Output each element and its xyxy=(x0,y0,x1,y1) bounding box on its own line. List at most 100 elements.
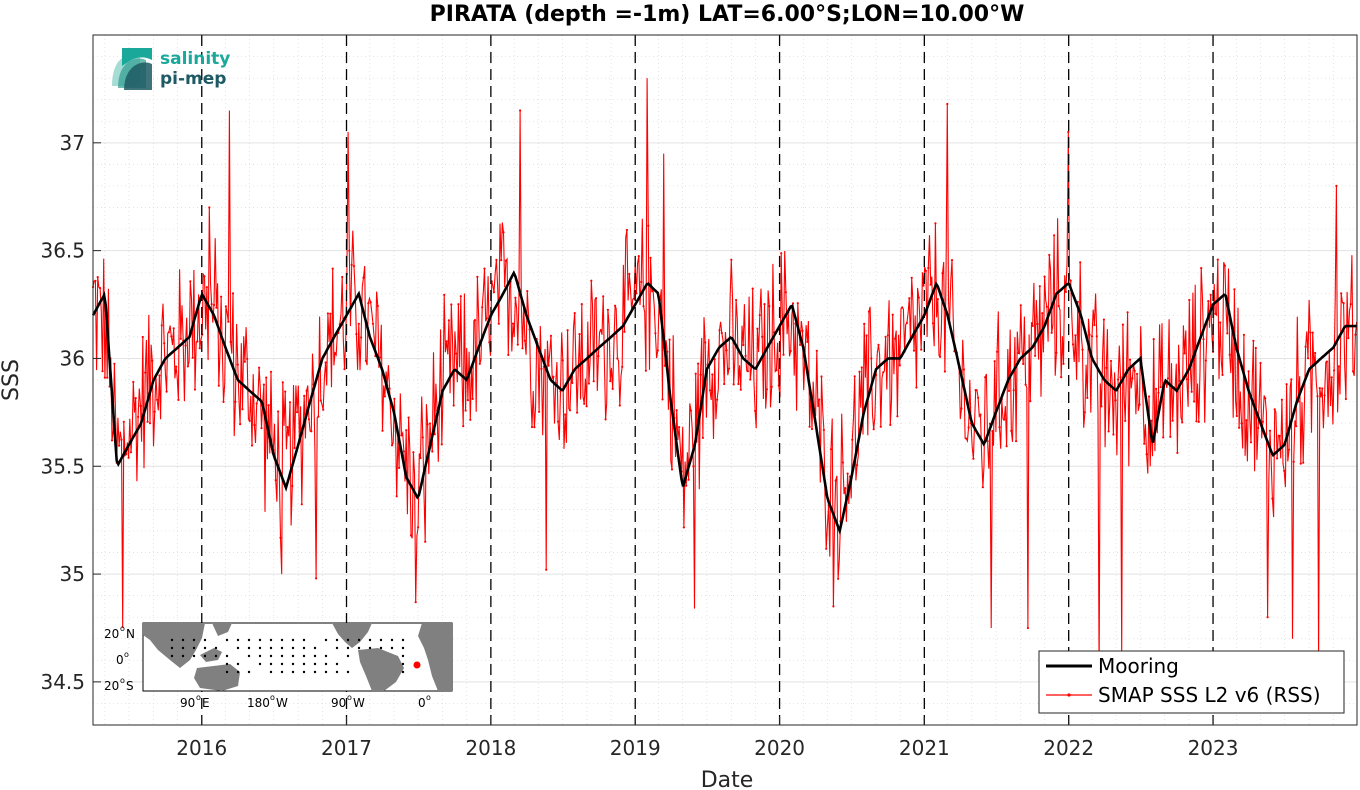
smap-data-point xyxy=(689,409,693,412)
map-lon-90w-hem: W xyxy=(353,696,365,710)
map-buoy-dot xyxy=(324,638,328,642)
smap-data-point xyxy=(1292,460,1295,463)
map-lon-180w-value: 180 xyxy=(247,696,270,710)
smap-data-point xyxy=(1138,403,1141,406)
smap-data-point xyxy=(661,398,664,401)
smap-data-point xyxy=(357,322,360,325)
smap-data-point xyxy=(488,341,491,344)
smap-data-point xyxy=(604,418,607,421)
map-buoy-dot xyxy=(203,654,207,658)
smap-data-point xyxy=(808,425,811,428)
smap-data-point xyxy=(640,280,643,284)
smap-data-point xyxy=(606,308,610,311)
smap-data-point xyxy=(255,402,258,405)
smap-data-point xyxy=(1038,285,1041,288)
smap-data-point xyxy=(158,374,161,377)
map-lat-20s-value: 20 xyxy=(104,679,119,693)
map-lat-20n-deg: o xyxy=(120,624,125,633)
smap-data-point xyxy=(103,376,106,379)
map-buoy-dot xyxy=(269,654,273,658)
smap-data-point xyxy=(573,312,576,315)
smap-data-point xyxy=(1354,333,1357,336)
map-buoy-dot xyxy=(258,662,262,666)
smap-data-point xyxy=(371,322,375,325)
map-buoy-dot xyxy=(346,654,350,658)
map-buoy-dot xyxy=(291,670,295,674)
map-buoy-dot xyxy=(181,638,185,642)
smap-data-point xyxy=(566,329,569,332)
smap-data-point xyxy=(1290,378,1293,381)
smap-data-point xyxy=(1022,362,1025,365)
smap-data-point xyxy=(191,356,194,359)
map-buoy-dot xyxy=(192,654,196,658)
map-buoy-dot xyxy=(214,646,218,650)
smap-data-point xyxy=(742,343,745,347)
smap-data-point xyxy=(599,329,602,332)
smap-data-point xyxy=(557,420,560,423)
smap-data-point xyxy=(523,339,527,342)
smap-data-point xyxy=(1147,395,1151,398)
map-buoy-dot xyxy=(225,670,229,674)
x-tick-label: 2017 xyxy=(321,736,372,760)
smap-data-point xyxy=(234,400,237,403)
map-buoy-dot xyxy=(280,638,284,642)
map-buoy-dot xyxy=(291,662,295,666)
smap-data-point xyxy=(1235,414,1238,418)
salinity-pi-mep-logo: salinity pi-mep xyxy=(112,48,230,90)
map-lat-20n-hem: N xyxy=(126,627,135,641)
smap-data-point xyxy=(716,398,719,401)
smap-data-point xyxy=(224,305,227,308)
smap-data-point xyxy=(504,259,507,262)
smap-data-point xyxy=(720,331,723,335)
smap-data-point xyxy=(246,357,249,360)
smap-data-point xyxy=(561,359,564,362)
smap-data-point xyxy=(1010,429,1013,432)
smap-data-point xyxy=(101,370,104,373)
map-buoy-dot xyxy=(368,638,372,642)
smap-data-point xyxy=(1221,373,1224,376)
smap-data-point xyxy=(281,381,284,384)
x-tick-label: 2021 xyxy=(899,736,950,760)
smap-data-point xyxy=(711,373,714,376)
smap-data-point xyxy=(754,409,757,412)
smap-data-point xyxy=(1017,351,1020,355)
smap-data-point xyxy=(414,601,417,604)
smap-data-point xyxy=(113,362,116,365)
smap-data-point xyxy=(732,383,735,386)
smap-data-point xyxy=(578,333,581,336)
map-buoy-dot xyxy=(203,638,207,642)
smap-data-point xyxy=(756,327,759,330)
smap-data-point xyxy=(872,428,875,431)
legend-mooring-label: Mooring xyxy=(1098,654,1179,678)
smap-data-point xyxy=(409,534,413,537)
smap-data-point xyxy=(583,402,586,405)
smap-data-point xyxy=(381,429,384,432)
smap-data-point xyxy=(730,258,733,261)
smap-data-point xyxy=(132,380,135,384)
smap-data-point xyxy=(1223,264,1226,267)
map-buoy-dot xyxy=(181,654,185,658)
smap-data-point xyxy=(502,231,505,234)
smap-data-point xyxy=(590,279,593,282)
smap-series-line xyxy=(92,78,1358,678)
smap-data-point xyxy=(390,444,394,447)
smap-data-point xyxy=(1257,426,1260,430)
smap-data-point xyxy=(765,388,769,391)
smap-data-point xyxy=(784,291,788,294)
smap-data-point xyxy=(293,446,296,450)
map-buoy-dot xyxy=(291,646,295,650)
smap-data-point xyxy=(642,305,645,308)
smap-data-point xyxy=(239,423,242,426)
smap-data-point xyxy=(810,427,814,431)
smap-data-point xyxy=(300,503,303,506)
smap-data-point xyxy=(393,397,396,400)
smap-data-point xyxy=(331,267,334,270)
smap-data-point xyxy=(967,426,970,429)
smap-data-point xyxy=(704,341,707,344)
smap-data-point xyxy=(165,390,168,393)
smap-data-point xyxy=(533,426,536,429)
map-buoy-dot xyxy=(302,670,306,674)
smap-data-point xyxy=(568,409,572,412)
smap-data-point xyxy=(457,303,460,306)
smap-data-point xyxy=(160,324,163,327)
